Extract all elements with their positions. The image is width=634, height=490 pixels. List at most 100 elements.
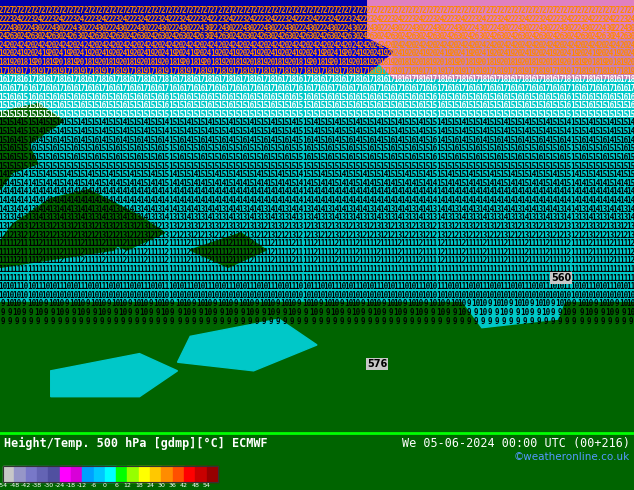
Text: 26: 26 bbox=[598, 32, 607, 41]
Text: 11: 11 bbox=[252, 273, 262, 283]
Text: 15: 15 bbox=[288, 153, 297, 162]
Text: 16: 16 bbox=[365, 144, 375, 153]
Text: 16: 16 bbox=[266, 101, 276, 110]
Text: 15: 15 bbox=[245, 170, 255, 179]
Text: 12: 12 bbox=[6, 222, 15, 231]
Text: 11: 11 bbox=[555, 239, 565, 248]
Text: 11: 11 bbox=[203, 282, 212, 291]
Text: 15: 15 bbox=[478, 153, 488, 162]
Text: 9: 9 bbox=[248, 317, 252, 326]
Text: 27: 27 bbox=[394, 6, 403, 15]
Text: 22: 22 bbox=[507, 24, 515, 32]
Text: 12: 12 bbox=[591, 230, 600, 240]
Text: 10: 10 bbox=[387, 282, 396, 291]
Text: 14: 14 bbox=[34, 196, 43, 205]
Text: 11: 11 bbox=[365, 256, 375, 266]
Text: 14: 14 bbox=[499, 196, 508, 205]
Text: 27: 27 bbox=[534, 6, 544, 15]
Text: 16: 16 bbox=[358, 84, 368, 93]
Text: 14: 14 bbox=[619, 187, 628, 196]
Text: 14: 14 bbox=[133, 187, 142, 196]
Text: 24: 24 bbox=[126, 32, 135, 41]
Text: 11: 11 bbox=[210, 273, 219, 283]
Text: 14: 14 bbox=[62, 170, 71, 179]
Text: 18: 18 bbox=[161, 75, 170, 84]
Text: 15: 15 bbox=[210, 136, 219, 145]
Text: 14: 14 bbox=[266, 205, 276, 214]
Text: 10: 10 bbox=[577, 282, 586, 291]
Text: 12: 12 bbox=[521, 239, 529, 248]
Text: 24: 24 bbox=[266, 41, 276, 50]
Text: 19: 19 bbox=[13, 67, 22, 75]
Text: 16: 16 bbox=[626, 93, 634, 101]
Text: 27: 27 bbox=[0, 6, 8, 15]
Text: 10: 10 bbox=[196, 291, 205, 300]
Text: 10: 10 bbox=[464, 282, 473, 291]
Text: 24: 24 bbox=[245, 49, 255, 58]
Text: 15: 15 bbox=[55, 170, 64, 179]
Text: 16: 16 bbox=[436, 93, 445, 101]
Text: 9: 9 bbox=[233, 308, 238, 317]
Text: 24: 24 bbox=[605, 15, 614, 24]
Text: 13: 13 bbox=[612, 222, 621, 231]
Text: 24: 24 bbox=[591, 41, 600, 50]
Text: 24: 24 bbox=[20, 41, 29, 50]
Text: 11: 11 bbox=[471, 256, 481, 266]
Text: 15: 15 bbox=[217, 170, 226, 179]
Text: 11: 11 bbox=[584, 282, 593, 291]
Text: 14: 14 bbox=[83, 170, 93, 179]
Text: 14: 14 bbox=[97, 187, 107, 196]
Text: 15: 15 bbox=[217, 162, 226, 171]
Text: 11: 11 bbox=[69, 248, 79, 257]
Text: 9: 9 bbox=[135, 308, 139, 317]
Text: 14: 14 bbox=[584, 213, 593, 222]
Text: 15: 15 bbox=[41, 153, 50, 162]
Text: 16: 16 bbox=[161, 101, 170, 110]
Text: 15: 15 bbox=[598, 127, 607, 136]
Text: 11: 11 bbox=[105, 265, 113, 274]
Text: 13: 13 bbox=[139, 222, 149, 231]
Text: 15: 15 bbox=[27, 162, 36, 171]
Text: 17: 17 bbox=[584, 84, 593, 93]
Text: 13: 13 bbox=[570, 213, 579, 222]
Text: 11: 11 bbox=[323, 248, 332, 257]
Text: 30: 30 bbox=[161, 32, 170, 41]
Text: 11: 11 bbox=[527, 256, 537, 266]
Text: 14: 14 bbox=[146, 205, 156, 214]
Text: 16: 16 bbox=[146, 75, 156, 84]
Text: 16: 16 bbox=[344, 153, 353, 162]
Bar bbox=[15, 466, 25, 482]
Text: 11: 11 bbox=[443, 273, 452, 283]
Text: 22: 22 bbox=[316, 15, 325, 24]
Text: 15: 15 bbox=[577, 170, 586, 179]
Text: 30: 30 bbox=[436, 24, 445, 32]
Text: 24: 24 bbox=[408, 24, 417, 32]
Text: 12: 12 bbox=[330, 248, 339, 257]
Text: 30: 30 bbox=[436, 32, 445, 41]
Text: 15: 15 bbox=[514, 170, 522, 179]
Text: 14: 14 bbox=[337, 187, 346, 196]
Text: 18: 18 bbox=[196, 67, 205, 75]
Text: 16: 16 bbox=[281, 153, 290, 162]
Text: 27: 27 bbox=[105, 6, 113, 15]
Text: 11: 11 bbox=[48, 265, 57, 274]
Text: 10: 10 bbox=[478, 299, 488, 309]
Text: 15: 15 bbox=[295, 136, 304, 145]
Text: 11: 11 bbox=[534, 248, 544, 257]
Text: 15: 15 bbox=[330, 170, 339, 179]
Text: 14: 14 bbox=[76, 119, 86, 127]
Text: 11: 11 bbox=[252, 239, 262, 248]
Text: 15: 15 bbox=[146, 127, 156, 136]
Text: 17: 17 bbox=[217, 75, 226, 84]
Text: 9: 9 bbox=[361, 308, 365, 317]
Text: 10: 10 bbox=[372, 308, 382, 317]
Text: 14: 14 bbox=[196, 179, 205, 188]
Text: 19: 19 bbox=[570, 49, 579, 58]
Text: 13: 13 bbox=[626, 222, 634, 231]
Text: 9: 9 bbox=[621, 308, 626, 317]
Text: 9: 9 bbox=[1, 308, 6, 317]
Text: 13: 13 bbox=[372, 222, 382, 231]
Text: 24: 24 bbox=[514, 24, 522, 32]
Text: 14: 14 bbox=[252, 179, 262, 188]
Text: 12: 12 bbox=[274, 230, 283, 240]
